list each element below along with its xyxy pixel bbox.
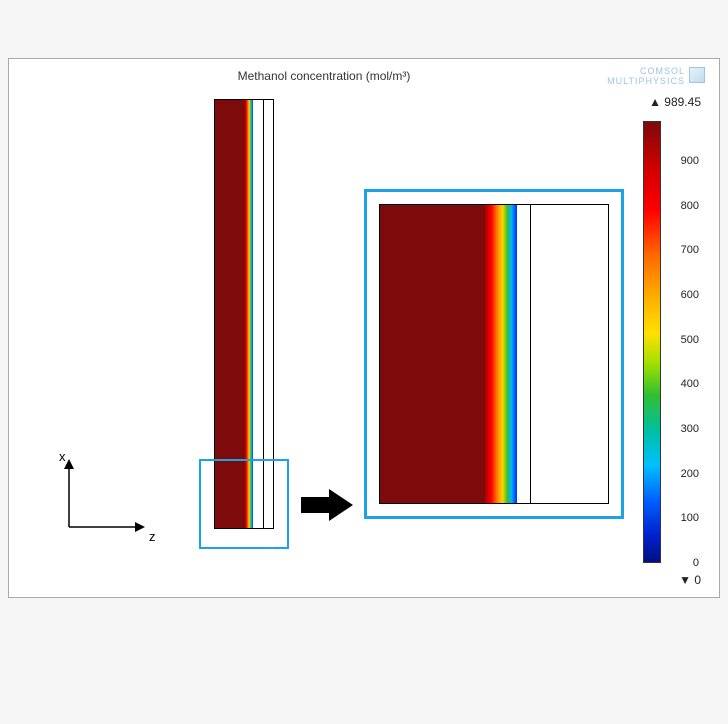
figure-frame: Methanol concentration (mol/m³) COMSOL M… <box>8 58 720 598</box>
zoom-concentration-region <box>380 205 485 503</box>
brand-icon <box>689 67 705 83</box>
colorbar-min-label: ▼ 0 <box>679 573 701 587</box>
highlight-box <box>199 459 289 549</box>
colorbar <box>643 121 661 563</box>
brand-line2: MULTIPHYSICS <box>607 77 685 87</box>
figure-title: Methanol concentration (mol/m³) <box>9 69 639 83</box>
colorbar-tick: 300 <box>681 423 699 435</box>
colorbar-tick: 400 <box>681 378 699 390</box>
software-brand: COMSOL MULTIPHYSICS <box>607 67 685 87</box>
colorbar-tick: 700 <box>681 244 699 256</box>
colorbar-ticks: 9008007006005004003002001000 <box>663 121 699 563</box>
zoom-box <box>364 189 624 519</box>
colorbar-tick: 100 <box>681 512 699 524</box>
zoom-white-left <box>517 205 530 503</box>
coordinate-axes-icon <box>57 457 157 547</box>
colorbar-max-label: ▲ 989.45 <box>649 95 701 109</box>
colorbar-tick: 600 <box>681 289 699 301</box>
colorbar-tick: 500 <box>681 334 699 346</box>
axis-x-label: x <box>59 449 66 464</box>
zoom-inner <box>379 204 609 504</box>
zoom-arrow-icon <box>301 489 353 521</box>
zoom-gradient-region <box>485 205 517 503</box>
colorbar-tick: 0 <box>693 557 699 569</box>
axis-z-label: z <box>149 529 156 544</box>
zoom-white-right <box>531 205 608 503</box>
colorbar-tick: 800 <box>681 200 699 212</box>
colorbar-tick: 200 <box>681 468 699 480</box>
colorbar-tick: 900 <box>681 155 699 167</box>
